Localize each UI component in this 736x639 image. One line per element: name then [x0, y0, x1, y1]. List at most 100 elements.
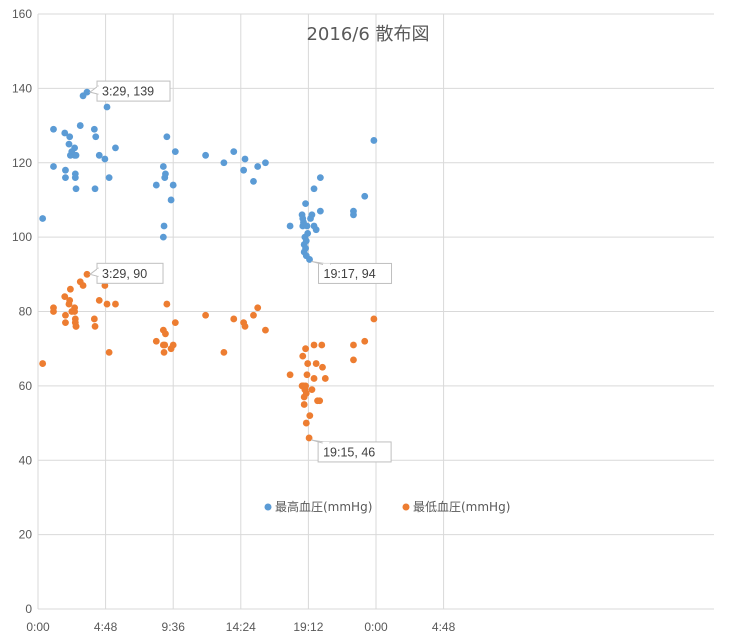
- systolic-point: [71, 144, 79, 152]
- systolic-point: [240, 166, 248, 174]
- systolic-point: [171, 148, 179, 155]
- systolic-point: [312, 226, 320, 234]
- systolic-point: [62, 166, 69, 174]
- diastolic-point: [350, 356, 357, 364]
- systolic-point: [286, 222, 294, 230]
- diastolic-point: [72, 322, 80, 330]
- systolic-point: [61, 129, 69, 137]
- diastolic-point: [241, 322, 249, 330]
- diastolic-point: [66, 296, 74, 304]
- systolic-point: [361, 192, 369, 200]
- systolic-point: [152, 181, 160, 189]
- x-tick-label: 14:24: [226, 620, 256, 634]
- systolic-point: [250, 177, 257, 185]
- systolic-point: [202, 151, 209, 159]
- x-tick-label: 4:48: [94, 620, 118, 634]
- diastolic-point: [66, 285, 74, 293]
- systolic-point: [160, 222, 168, 230]
- callout-box: [317, 441, 392, 463]
- systolic-point: [308, 211, 316, 219]
- diastolic-point: [230, 315, 238, 323]
- diastolic-point: [312, 360, 320, 367]
- callout-label: 3:29, 90: [102, 267, 147, 281]
- systolic-point: [310, 185, 318, 193]
- systolic-point: [66, 133, 74, 141]
- diastolic-point: [152, 337, 160, 345]
- systolic-point: [316, 207, 324, 215]
- diastolic-point: [302, 345, 309, 353]
- data-callout: 3:29, 90: [88, 262, 164, 284]
- diastolic-point: [39, 360, 47, 367]
- systolic-point: [71, 174, 79, 182]
- y-tick-label: 120: [12, 156, 32, 170]
- systolic-point: [304, 230, 312, 237]
- diastolic-point: [79, 282, 87, 289]
- diastolic-point: [299, 352, 307, 360]
- x-axis-ticks: 0:00 4:48 9:36 14:24 19:12 0:00 4:48: [26, 620, 455, 634]
- diastolic-point: [202, 311, 209, 319]
- systolic-point: [50, 163, 57, 170]
- systolic-point: [159, 163, 167, 170]
- data-callout: 3:29, 139: [88, 80, 171, 102]
- data-callout: 19:17, 94: [311, 260, 393, 284]
- x-tick-label: 9:36: [162, 620, 186, 634]
- diastolic-point: [95, 296, 103, 304]
- diastolic-point: [302, 382, 309, 390]
- systolic-point: [83, 88, 91, 96]
- systolic-point: [302, 244, 309, 252]
- systolic-point: [303, 222, 311, 230]
- diastolic-point: [169, 341, 177, 349]
- systolic-point: [167, 196, 175, 204]
- diastolic-point: [163, 300, 171, 308]
- diastolic-point: [220, 349, 228, 356]
- diastolic-point: [286, 371, 294, 379]
- callout-label: 19:15, 46: [323, 445, 375, 459]
- y-tick-label: 100: [12, 230, 32, 244]
- systolic-point: [370, 137, 378, 144]
- x-tick-label: 0:00: [26, 620, 50, 634]
- x-tick-label: 0:00: [364, 620, 388, 634]
- systolic-point: [306, 256, 313, 263]
- systolic-point: [316, 174, 324, 182]
- diastolic-point: [62, 311, 69, 319]
- diastolic-point: [250, 311, 257, 319]
- diastolic-point: [254, 304, 262, 312]
- systolic-point: [90, 125, 98, 133]
- diastolic-point: [302, 389, 310, 397]
- x-tick-label: 19:12: [293, 620, 323, 634]
- systolic-point: [50, 125, 57, 133]
- diastolic-point: [319, 363, 326, 371]
- diastolic-point: [83, 270, 91, 278]
- legend-label-diastolic: 最低血圧(mmHg): [413, 500, 510, 514]
- data-callout: 19:15, 46: [310, 439, 392, 463]
- systolic-point: [65, 140, 73, 148]
- legend: 最高血圧(mmHg) 最低血圧(mmHg): [264, 499, 510, 514]
- diastolic-point: [91, 322, 99, 330]
- systolic-point: [39, 215, 47, 222]
- systolic-point: [95, 151, 103, 159]
- diastolic-point: [310, 375, 318, 382]
- diastolic-point: [50, 308, 57, 315]
- systolic-point: [162, 170, 169, 178]
- diastolic-point: [262, 326, 269, 334]
- y-tick-label: 0: [25, 602, 32, 616]
- y-tick-label: 80: [19, 305, 33, 319]
- diastolic-point: [305, 434, 313, 442]
- diastolic-point: [90, 315, 98, 323]
- systolic-point: [112, 144, 119, 152]
- diastolic-point: [308, 386, 316, 393]
- diastolic-point: [302, 419, 310, 427]
- systolic-point: [169, 181, 177, 189]
- systolic-point: [262, 159, 269, 167]
- systolic-point: [220, 159, 228, 167]
- diastolic-point: [71, 308, 79, 315]
- systolic-point: [76, 122, 84, 129]
- systolic-point: [105, 174, 113, 182]
- systolic-point: [230, 148, 238, 155]
- diastolic-point: [160, 349, 168, 356]
- diastolic-point: [361, 337, 369, 345]
- systolic-point: [159, 233, 167, 241]
- diastolic-point: [303, 371, 311, 379]
